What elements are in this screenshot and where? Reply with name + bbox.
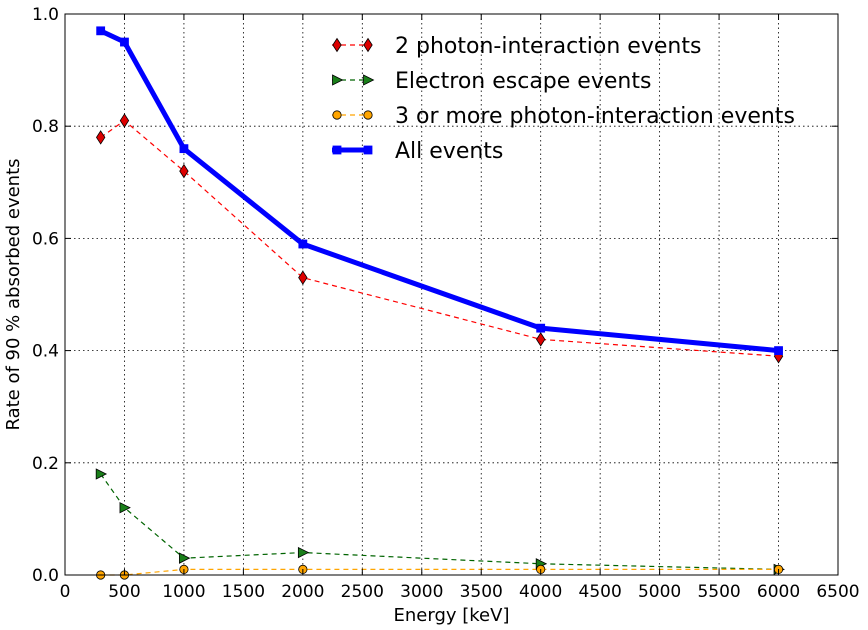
legend-marker [363,37,373,53]
data-point [96,26,106,36]
legend-marker [363,145,373,155]
series-markers [95,26,785,580]
y-tick-label: 0.2 [32,454,59,474]
x-tick-label: 4000 [519,582,562,602]
data-point [298,239,308,249]
x-tick-label: 5000 [638,582,681,602]
legend-marker [332,74,344,86]
x-tick-label: 500 [108,582,140,602]
data-point [95,468,108,480]
data-point [179,552,191,564]
x-tick-label: 6500 [816,582,859,602]
x-tick-label: 0 [60,582,71,602]
legend-label: 2 photon-interaction events [395,34,701,59]
data-point [120,37,129,47]
x-tick-label: 5500 [697,582,740,602]
legend-label: Electron escape events [395,69,651,94]
data-point [297,546,310,559]
x-tick-labels: 0 500 1000 1500 2000 2500 3000 3500 4000 4500 5000… [60,582,860,602]
grid [65,14,838,575]
series-line-3 [100,568,779,576]
y-tick-label: 0.8 [32,117,59,137]
x-tick-label: 6000 [757,582,800,602]
y-tick-label: 1.0 [32,5,59,25]
data-point [96,130,106,145]
y-tick-label: 0.6 [32,229,59,249]
legend-marker [363,74,375,86]
x-tick-label: 3000 [400,582,443,602]
legend-marker [332,145,342,155]
y-axis-title: Rate of 90 % absorbed events [3,158,24,430]
x-axis-title: Energy [keV] [394,605,510,626]
data-point [536,332,546,347]
x-tick-label: 2500 [341,582,384,602]
x-tick-label: 1500 [222,582,265,602]
series-line-1 [100,119,779,357]
series-line-2 [100,473,779,570]
data-point [774,346,783,356]
data-point [119,502,131,514]
axis-ticks [64,13,839,576]
legend-label: 3 or more photon-interaction events [395,104,795,129]
legend-marker [332,110,342,120]
legend-label: All events [395,139,503,164]
legend-marker [332,37,342,53]
y-tick-label: 0.4 [32,342,59,362]
x-tick-label: 1000 [162,582,205,602]
x-tick-label: 3500 [460,582,503,602]
x-tick-label: 2000 [281,582,324,602]
data-point [119,113,130,128]
x-tick-label: 4500 [579,582,622,602]
legend-marker [363,110,373,120]
plot-frame [64,13,839,576]
data-point [298,270,308,285]
legend: 2 photon-interaction events Electron esca… [332,34,795,164]
y-tick-label: 0.0 [32,566,59,586]
data-point [179,144,189,154]
data-point [536,323,546,333]
y-tick-labels: 0.0 0.2 0.4 0.6 0.8 1.0 [32,5,59,586]
data-point [179,163,189,179]
